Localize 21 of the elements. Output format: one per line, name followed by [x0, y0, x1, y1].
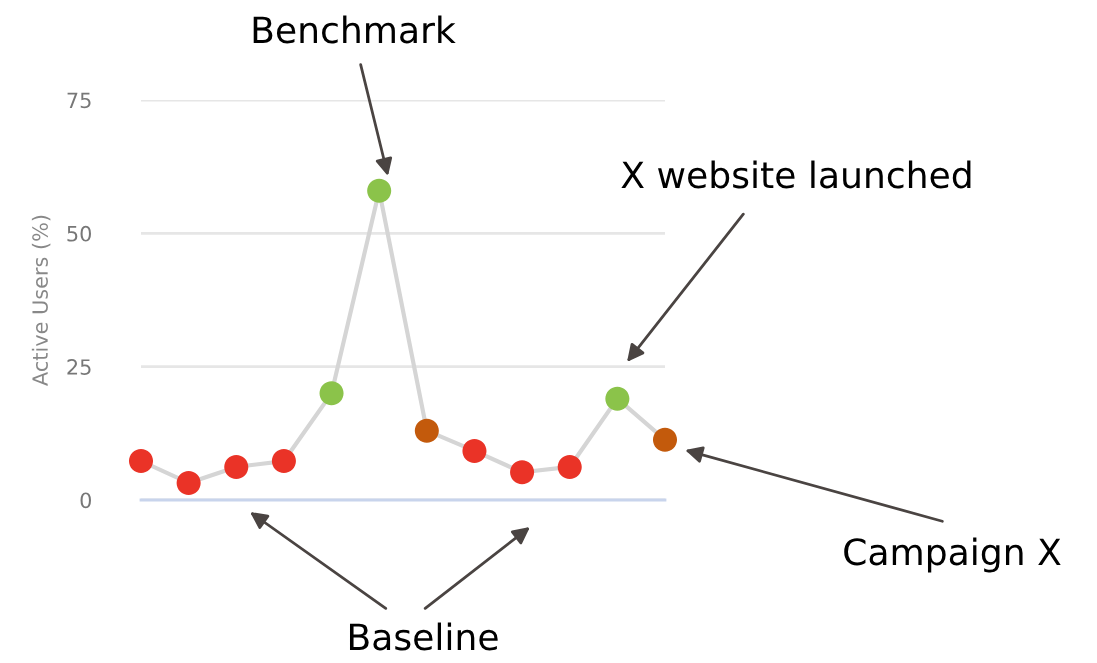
point: [224, 454, 249, 479]
text: Campaign X: [844, 537, 1061, 573]
text: Benchmark: [253, 15, 456, 44]
point: [414, 418, 439, 443]
point: [510, 460, 535, 485]
point: [462, 438, 487, 463]
point: [128, 449, 154, 474]
point: [319, 381, 344, 406]
y-tick-label: 50: [67, 225, 92, 242]
y-axis-title: Active Users (%): [31, 215, 51, 386]
point: [176, 470, 201, 495]
point: [605, 386, 630, 411]
text: Baseline: [349, 622, 498, 651]
y-tick-label: 0: [80, 492, 92, 509]
point: [652, 427, 678, 452]
annotation: X website launched: [621, 160, 971, 189]
y-tick-label: 75: [67, 92, 91, 109]
point: [557, 454, 582, 479]
point: [367, 178, 392, 203]
y-tick-label: 25: [67, 359, 91, 375]
point: [271, 449, 296, 474]
